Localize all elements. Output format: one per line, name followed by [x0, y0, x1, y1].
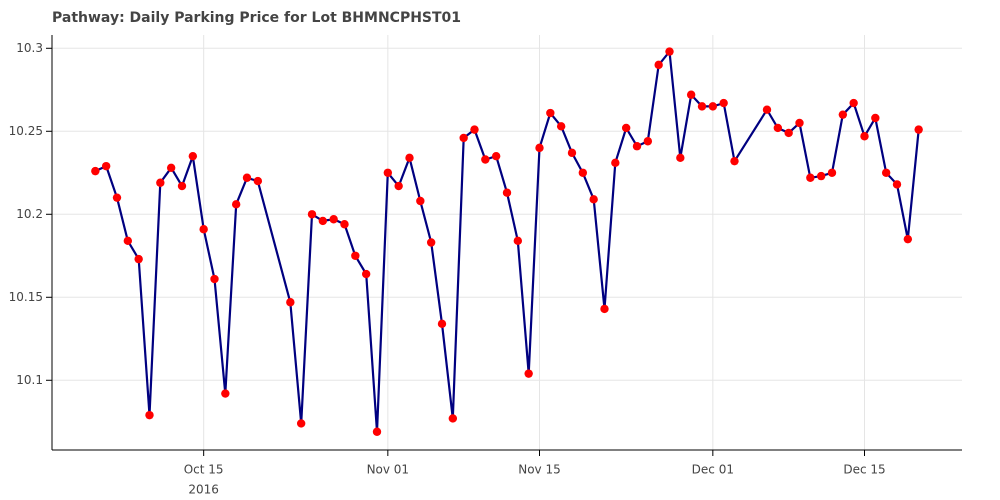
price-point — [654, 60, 663, 70]
price-point — [199, 225, 208, 234]
price-point — [188, 151, 198, 161]
price-point — [448, 414, 458, 423]
price-line — [94, 48, 920, 432]
price-point — [567, 148, 577, 158]
x-tick-label: Dec 15 — [843, 463, 885, 477]
price-point — [546, 108, 555, 118]
price-point — [481, 155, 490, 164]
price-point — [773, 123, 783, 133]
price-point — [307, 210, 317, 219]
price-point — [827, 168, 837, 177]
price-point — [470, 125, 479, 134]
x-tick-label: Dec 01 — [692, 463, 734, 477]
price-point — [914, 125, 923, 134]
price-point — [351, 251, 360, 260]
price-point — [394, 181, 403, 191]
price-point — [91, 166, 100, 176]
price-point — [535, 143, 544, 153]
x-tick-label: Oct 15 — [184, 463, 224, 477]
price-point — [416, 196, 425, 206]
price-point — [329, 215, 338, 224]
y-tick-label: 10.25 — [9, 124, 43, 138]
price-point — [621, 123, 631, 133]
price-point — [719, 98, 728, 108]
price-point — [156, 178, 165, 187]
price-point — [556, 122, 566, 131]
price-point — [881, 168, 891, 177]
y-tick-label: 10.1 — [16, 373, 43, 387]
price-point — [166, 163, 176, 172]
y-tick-label: 10.15 — [9, 290, 43, 304]
price-point — [784, 128, 793, 138]
price-point — [632, 142, 642, 151]
price-point — [372, 427, 382, 436]
price-point — [730, 156, 739, 166]
price-point — [676, 153, 685, 163]
x-tick-label: Nov 15 — [518, 463, 561, 477]
price-point — [871, 113, 880, 123]
price-point — [361, 269, 371, 279]
price-point — [600, 304, 609, 314]
price-point — [892, 180, 902, 189]
price-point — [242, 173, 252, 182]
y-tick-label: 10.3 — [16, 41, 43, 55]
price-point — [253, 176, 263, 186]
price-point — [426, 238, 436, 247]
price-point — [816, 171, 826, 181]
x-year-label: 2016 — [188, 483, 219, 497]
price-point — [686, 90, 696, 99]
price-point — [101, 161, 111, 171]
price-point — [806, 173, 815, 182]
price-point — [849, 98, 858, 108]
price-point — [524, 369, 533, 378]
price-point — [112, 193, 122, 202]
price-point — [437, 319, 447, 329]
price-point — [405, 153, 414, 163]
price-point — [177, 181, 187, 191]
x-tick-label: Nov 01 — [367, 463, 410, 477]
price-point — [589, 195, 598, 204]
price-point — [318, 216, 328, 226]
price-point — [383, 168, 393, 177]
price-point — [231, 200, 241, 209]
price-point — [286, 298, 295, 307]
price-point — [513, 236, 523, 246]
price-point — [708, 102, 718, 111]
price-point — [210, 274, 219, 284]
price-point — [296, 419, 306, 428]
price-point — [134, 254, 143, 264]
price-point — [611, 158, 620, 168]
y-tick-label: 10.2 — [16, 207, 43, 221]
price-point — [643, 137, 653, 146]
price-point — [459, 133, 468, 143]
price-point — [697, 102, 707, 111]
price-point — [665, 47, 674, 56]
price-point — [145, 410, 154, 420]
price-point — [502, 188, 512, 197]
price-point — [795, 118, 804, 128]
price-point — [340, 220, 349, 229]
price-point — [762, 105, 772, 114]
price-point — [221, 389, 230, 398]
price-point — [491, 151, 501, 161]
price-point — [578, 168, 588, 177]
chart-title: Pathway: Daily Parking Price for Lot BHM… — [52, 10, 461, 26]
price-point — [903, 234, 913, 244]
price-point — [838, 110, 848, 119]
price-point — [860, 132, 869, 141]
price-point — [123, 236, 133, 246]
